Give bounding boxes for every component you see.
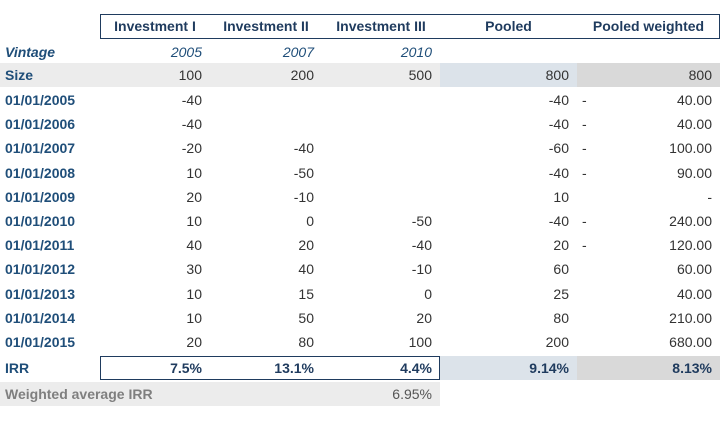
cash-flow: 80 [553, 309, 569, 326]
cash-flow: 0 [424, 285, 432, 302]
weighted-amount: 40.00 [676, 285, 712, 302]
cash-flow: 40 [186, 237, 202, 254]
cash-flow: -50 [411, 213, 432, 229]
cash-flow: -40 [181, 92, 202, 108]
cash-flow: -40 [548, 92, 569, 108]
size-value: 800 [688, 67, 712, 83]
cash-flow: 10 [186, 309, 202, 326]
weighted-sign: - [582, 237, 587, 254]
weighted-sign: - [582, 116, 587, 133]
pooled-irr-bg [440, 356, 577, 380]
cash-flow: 10 [553, 188, 569, 205]
weighted-average-value: 6.95% [392, 386, 432, 402]
cash-flow: 40 [298, 261, 314, 278]
cash-flow: 50 [298, 309, 314, 326]
weighted-amount: 100.00 [669, 140, 712, 157]
irr-value: 13.1% [274, 360, 314, 376]
weighted-amount: 40.00 [676, 92, 712, 108]
date-label: 01/01/2013 [5, 285, 76, 302]
cash-flow: 0 [306, 213, 314, 229]
cash-flow: -40 [548, 213, 569, 229]
column-header: Pooled [485, 18, 532, 34]
weighted-amount: 680.00 [669, 334, 712, 350]
date-label: 01/01/2005 [5, 92, 76, 108]
weighted-amount: 60.00 [676, 261, 712, 278]
cash-flow: 10 [186, 213, 202, 229]
weighted-amount: 210.00 [669, 309, 712, 326]
date-label: 01/01/2006 [5, 116, 76, 133]
cash-flow: -40 [293, 140, 314, 157]
date-label: 01/01/2011 [5, 237, 75, 254]
column-header: Investment I [114, 18, 196, 34]
weighted-average-bg [0, 382, 440, 406]
size-value: 500 [408, 67, 432, 83]
size-value: 800 [545, 67, 569, 83]
weighted-size-bg [577, 63, 720, 87]
cash-flow: 80 [298, 334, 314, 350]
cash-flow: 25 [553, 285, 569, 302]
row-label: IRR [5, 360, 30, 376]
size-value: 100 [178, 67, 202, 83]
irr-value: 7.5% [170, 360, 202, 376]
cash-flow: -40 [181, 116, 202, 133]
size-value: 200 [290, 67, 314, 83]
cash-flow: 15 [298, 285, 314, 302]
weighted-sign: - [582, 213, 587, 229]
cash-flow: 20 [553, 237, 569, 254]
vintage-value: 2010 [400, 44, 432, 60]
cash-flow: 200 [545, 334, 569, 350]
pooled-size-bg [440, 63, 577, 87]
weighted-sign: - [582, 92, 587, 108]
weighted-sign: - [582, 140, 587, 157]
cash-flow: -40 [548, 116, 569, 133]
cash-flow: 20 [186, 334, 202, 350]
date-label: 01/01/2012 [5, 261, 76, 278]
cash-flow: -10 [293, 188, 314, 205]
cash-flow: -50 [293, 164, 314, 181]
weighted-sign: - [582, 164, 587, 181]
column-header: Pooled weighted [592, 18, 705, 34]
column-header: Investment II [223, 18, 309, 34]
weighted-amount: 240.00 [669, 213, 712, 229]
vintage-value: 2007 [282, 44, 314, 60]
row-label: Weighted average IRR [5, 386, 153, 402]
date-label: 01/01/2014 [5, 309, 76, 326]
weighted-amount: - [707, 188, 712, 205]
cash-flow: -60 [548, 140, 569, 157]
irr-value: 9.14% [529, 360, 569, 376]
cash-flow: -40 [548, 164, 569, 181]
cash-flow: 20 [186, 188, 202, 205]
irr-value: 4.4% [400, 360, 432, 376]
cash-flow: -40 [411, 237, 432, 254]
row-label: Size [5, 67, 34, 83]
vintage-value: 2005 [170, 44, 202, 60]
cash-flow: -10 [411, 261, 432, 278]
cash-flow: 100 [408, 334, 432, 350]
cash-flow: 10 [186, 285, 202, 302]
column-header: Investment III [336, 18, 426, 34]
date-label: 01/01/2008 [5, 164, 76, 181]
weighted-amount: 90.00 [676, 164, 712, 181]
row-label: Vintage [5, 44, 56, 60]
date-label: 01/01/2009 [5, 188, 76, 205]
weighted-amount: 120.00 [669, 237, 712, 254]
cash-flow: 20 [416, 309, 432, 326]
cash-flow: 30 [186, 261, 202, 278]
cash-flow: 20 [298, 237, 314, 254]
irr-border [100, 356, 440, 380]
cash-flow: 10 [186, 164, 202, 181]
irr-value: 8.13% [672, 360, 712, 376]
date-label: 01/01/2010 [5, 213, 76, 229]
date-label: 01/01/2007 [5, 140, 76, 157]
date-label: 01/01/2015 [5, 334, 76, 350]
size-row-bg [0, 63, 440, 87]
cash-flow: -20 [181, 140, 202, 157]
weighted-irr-bg [577, 356, 720, 380]
weighted-amount: 40.00 [676, 116, 712, 133]
cash-flow: 60 [553, 261, 569, 278]
